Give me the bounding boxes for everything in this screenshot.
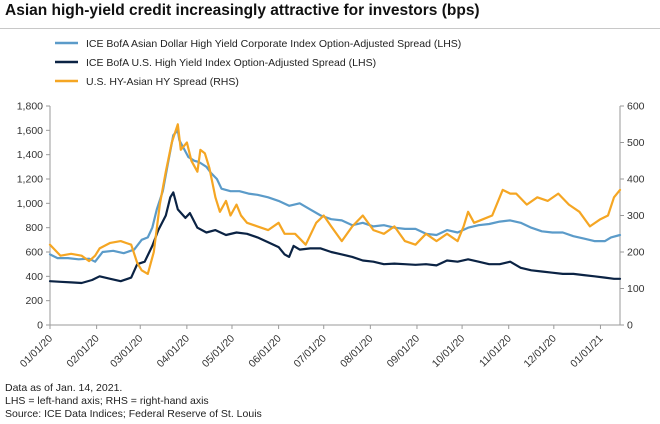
x-tick-label: 10/01/20 bbox=[430, 333, 467, 370]
y-right-tick-label: 100 bbox=[627, 283, 645, 295]
axes: 02004006008001,0001,2001,4001,6001,80001… bbox=[17, 101, 645, 371]
note-date: Data as of Jan. 14, 2021. bbox=[5, 382, 123, 394]
x-tick-label: 05/01/20 bbox=[200, 333, 237, 370]
y-left-tick-label: 1,800 bbox=[17, 101, 43, 113]
x-tick-label: 09/01/20 bbox=[385, 333, 422, 370]
y-right-tick-label: 500 bbox=[627, 137, 645, 149]
y-left-tick-label: 0 bbox=[37, 320, 43, 332]
x-tick-label: 11/01/20 bbox=[477, 333, 514, 370]
legend-label: U.S. HY-Asian HY Spread (RHS) bbox=[86, 76, 239, 88]
x-tick-label: 06/01/20 bbox=[246, 333, 283, 370]
x-tick-label: 01/01/20 bbox=[18, 333, 55, 370]
y-right-tick-label: 200 bbox=[627, 247, 645, 259]
legend-label: ICE BofA U.S. High Yield Index Option-Ad… bbox=[86, 57, 376, 69]
x-tick-label: 08/01/20 bbox=[338, 333, 375, 370]
x-tick-label: 03/01/20 bbox=[108, 333, 145, 370]
y-left-tick-label: 400 bbox=[25, 271, 43, 283]
y-left-tick-label: 1,000 bbox=[17, 198, 43, 210]
x-tick-label: 07/01/20 bbox=[291, 333, 328, 370]
x-tick-label: 12/01/20 bbox=[522, 333, 559, 370]
x-tick-label: 02/01/20 bbox=[64, 333, 101, 370]
x-tick-label: 04/01/20 bbox=[155, 333, 192, 370]
y-left-tick-label: 1,600 bbox=[17, 125, 43, 137]
series-line-3 bbox=[48, 123, 622, 275]
note-source: Source: ICE Data Indices; Federal Reserv… bbox=[5, 408, 262, 420]
legend-label: ICE BofA Asian Dollar High Yield Corpora… bbox=[86, 38, 461, 50]
legend: ICE BofA Asian Dollar High Yield Corpora… bbox=[55, 38, 461, 88]
title-divider bbox=[0, 28, 660, 29]
footnotes: Data as of Jan. 14, 2021. LHS = left-han… bbox=[5, 382, 262, 421]
y-right-tick-label: 600 bbox=[627, 101, 645, 113]
y-left-tick-label: 1,200 bbox=[17, 174, 43, 186]
chart-title: Asian high-yield credit increasingly att… bbox=[5, 2, 480, 19]
y-right-tick-label: 300 bbox=[627, 210, 645, 222]
y-left-tick-label: 600 bbox=[25, 247, 43, 259]
series-line-1 bbox=[48, 129, 622, 263]
y-right-tick-label: 400 bbox=[627, 174, 645, 186]
y-right-tick-label: 0 bbox=[627, 320, 633, 332]
y-left-tick-label: 800 bbox=[25, 222, 43, 234]
y-left-tick-label: 1,400 bbox=[17, 149, 43, 161]
note-axes: LHS = left-hand axis; RHS = right-hand a… bbox=[5, 395, 209, 407]
x-tick-label: 01/01/21 bbox=[568, 333, 605, 370]
series-line-2 bbox=[48, 191, 622, 285]
y-left-tick-label: 200 bbox=[25, 295, 43, 307]
series-lines bbox=[48, 123, 622, 285]
